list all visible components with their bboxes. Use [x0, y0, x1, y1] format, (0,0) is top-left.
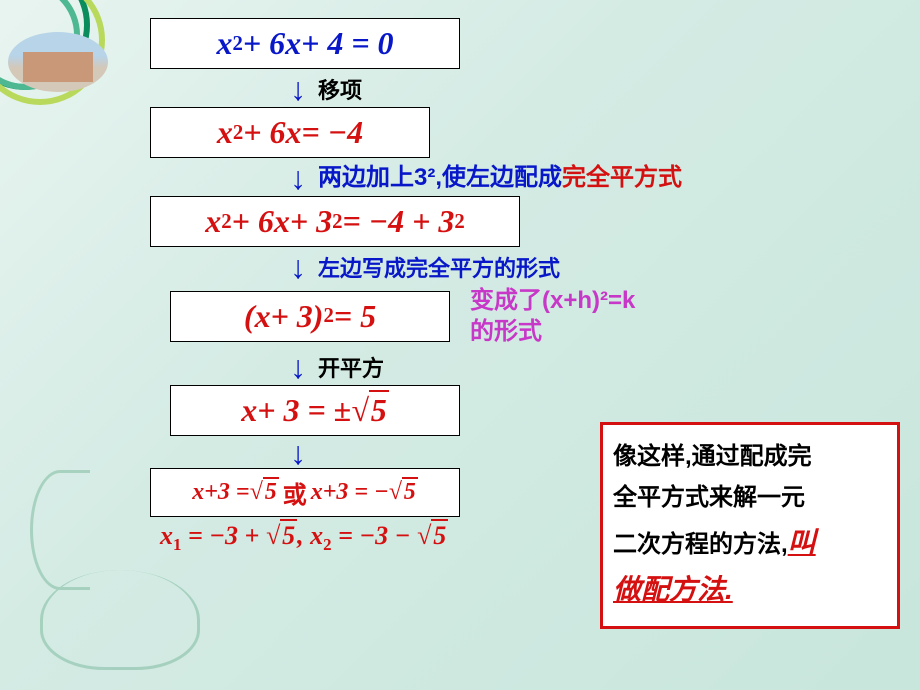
definition-line: 做配方法. — [613, 566, 887, 614]
arrow-label-1: 移项 — [318, 73, 362, 105]
equation-box-1: x2 + 6x + 4 = 0 — [150, 18, 460, 69]
arrow-row-2: ↓ 两边加上3²,使左边配成完全平方式 — [150, 160, 910, 196]
arrow-row-4: ↓ 开平方 — [150, 349, 910, 385]
step-1: x2 + 6x + 4 = 0 — [150, 18, 910, 69]
side-note-form: 变成了(x+h)²=k 的形式 — [470, 285, 635, 347]
equation-box-2: x2 + 6x = −4 — [150, 107, 430, 158]
definition-line: 二次方程的方法,叫 — [613, 519, 887, 567]
arrow-row-3: ↓ 左边写成完全平方的形式 — [150, 249, 910, 285]
equation-box-6: x+3 = 5 或 x+3 = −5 — [150, 468, 460, 517]
down-arrow-icon: ↓ — [290, 445, 306, 461]
arrow-label-4: 开平方 — [318, 351, 384, 383]
down-arrow-icon: ↓ — [290, 81, 306, 97]
definition-line: 像这样,通过配成完 — [613, 437, 887, 478]
equation-box-5: x + 3 = ±5 — [170, 385, 460, 436]
equation-box-3: x2 + 6x + 32 = −4 + 32 — [150, 196, 520, 247]
down-arrow-icon: ↓ — [290, 170, 306, 186]
corner-decoration — [0, 0, 150, 150]
definition-box: 像这样,通过配成完 全平方式来解一元 二次方程的方法,叫 做配方法. — [600, 422, 900, 629]
down-arrow-icon: ↓ — [290, 359, 306, 375]
step-4: (x + 3)2 = 5 变成了(x+h)²=k 的形式 — [150, 285, 910, 347]
step-3: x2 + 6x + 32 = −4 + 32 — [150, 196, 910, 247]
building-photo — [8, 32, 108, 92]
step-2: x2 + 6x = −4 — [150, 107, 910, 158]
arrow-label-2: 两边加上3²,使左边配成完全平方式 — [318, 162, 682, 193]
arrow-row-1: ↓ 移项 — [150, 71, 910, 107]
arrow-label-3: 左边写成完全平方的形式 — [318, 251, 560, 283]
definition-line: 全平方式来解一元 — [613, 478, 887, 519]
equation-box-4: (x + 3)2 = 5 — [170, 291, 450, 342]
down-arrow-icon: ↓ — [290, 259, 306, 275]
